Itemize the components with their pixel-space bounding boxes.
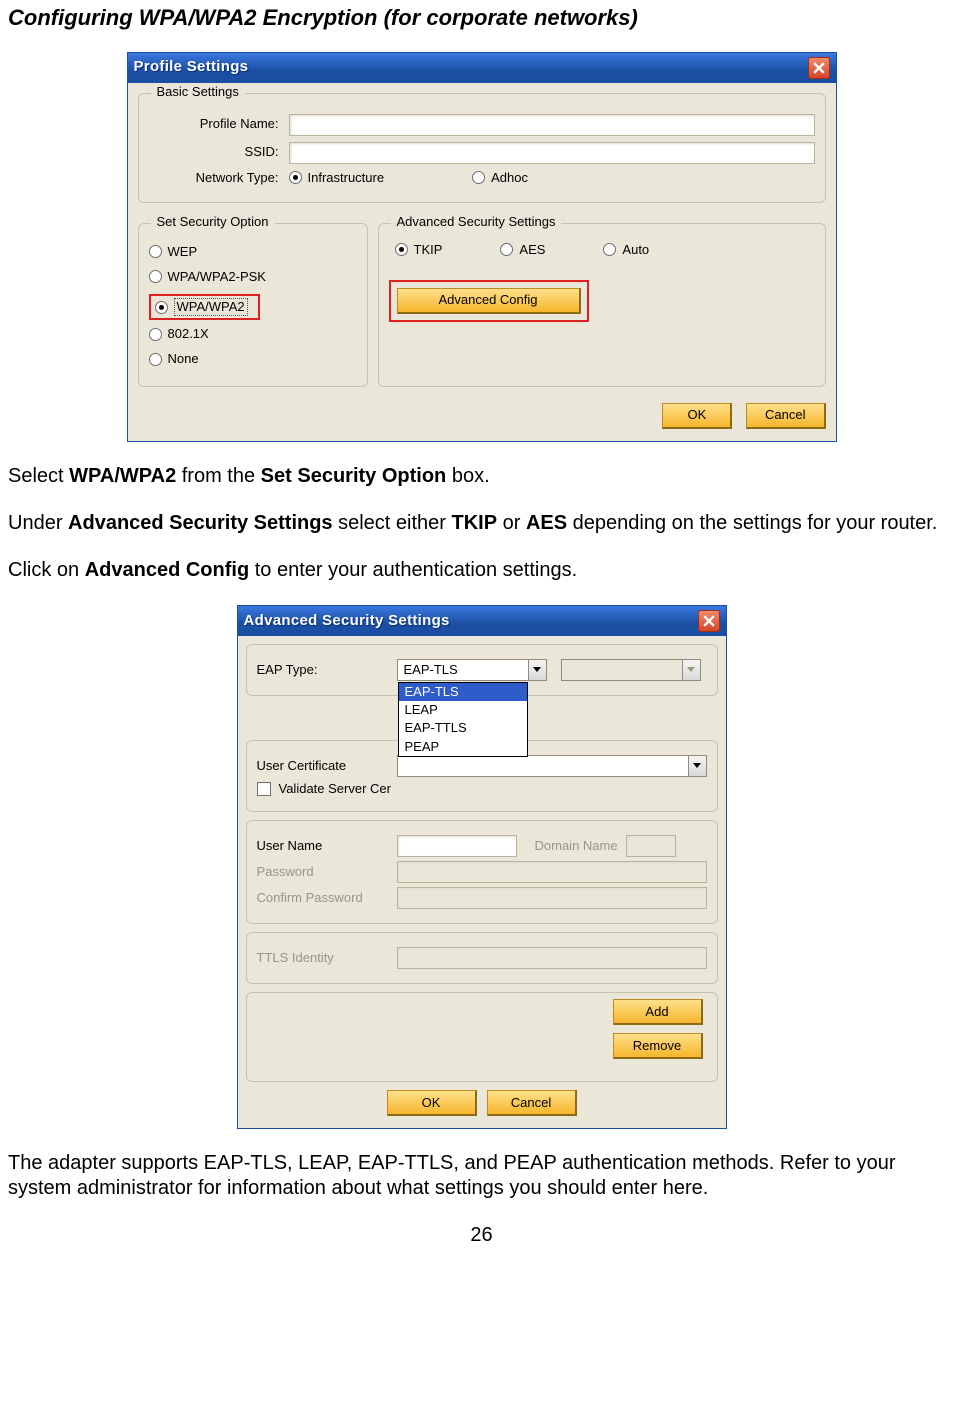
eap-type-label: EAP Type: [257, 662, 397, 678]
profile-name-input[interactable] [289, 114, 815, 136]
ssid-label: SSID: [149, 144, 289, 160]
ok-button[interactable]: OK [387, 1090, 477, 1116]
radio-label: 802.1X [168, 326, 209, 342]
network-type-label: Network Type: [149, 170, 289, 186]
wpa-radio[interactable]: WPA/WPA2 [155, 298, 248, 316]
group-label: Advanced Security Settings [391, 214, 562, 230]
radio-label: Adhoc [491, 170, 528, 186]
radio-label: WEP [168, 244, 198, 260]
radio-label: None [168, 351, 199, 367]
dot1x-radio[interactable]: 802.1X [149, 326, 209, 342]
validate-server-checkbox[interactable] [257, 782, 271, 796]
radio-label: TKIP [414, 242, 443, 258]
radio-label: WPA/WPA2-PSK [168, 269, 266, 285]
tkip-radio[interactable]: TKIP [395, 242, 443, 258]
wep-radio[interactable]: WEP [149, 244, 198, 260]
confirm-password-label: Confirm Password [257, 890, 397, 906]
wpa-radio-highlight: WPA/WPA2 [149, 294, 260, 321]
security-option-group: Set Security Option WEP WPA/WPA2-PSK WPA… [138, 223, 368, 387]
cert-list-group: Add Remove [246, 992, 718, 1082]
password-input [397, 861, 707, 883]
validate-server-label: Validate Server Cer [279, 781, 391, 797]
advanced-security-group: Advanced Security Settings TKIP AES Auto… [378, 223, 826, 387]
dropdown-item[interactable]: PEAP [399, 738, 527, 756]
radio-label: Auto [622, 242, 649, 258]
window-title: Advanced Security Settings [244, 612, 698, 631]
remove-button[interactable]: Remove [613, 1033, 703, 1059]
eap-type-combo[interactable]: EAP-TLS EAP-TLS LEAP EAP-TTLS PEAP [397, 659, 547, 681]
chevron-down-icon[interactable] [528, 660, 546, 680]
cancel-button[interactable]: Cancel [746, 403, 825, 429]
tunnel-auth-combo [561, 659, 701, 681]
instruction-paragraph: Select WPA/WPA2 from the Set Security Op… [8, 464, 955, 489]
instruction-paragraph: Under Advanced Security Settings select … [8, 511, 955, 536]
wpa-psk-radio[interactable]: WPA/WPA2-PSK [149, 269, 266, 285]
titlebar: Profile Settings [128, 53, 836, 83]
titlebar: Advanced Security Settings [238, 606, 726, 636]
instruction-paragraph: The adapter supports EAP-TLS, LEAP, EAP-… [8, 1151, 955, 1201]
none-radio[interactable]: None [149, 351, 199, 367]
dialog-button-row: OK Cancel [238, 1090, 726, 1128]
basic-settings-group: Basic Settings Profile Name: SSID: Netwo… [138, 93, 826, 203]
user-cert-combo[interactable] [397, 755, 707, 777]
chevron-down-icon[interactable] [688, 756, 706, 776]
advanced-config-button[interactable]: Advanced Config [397, 288, 581, 314]
user-cert-label: User Certificate [257, 758, 397, 774]
adhoc-radio[interactable]: Adhoc [472, 170, 528, 186]
advanced-config-highlight: Advanced Config [389, 280, 589, 322]
auto-radio[interactable]: Auto [603, 242, 649, 258]
credentials-group: User Name Domain Name Password Confirm P… [246, 820, 718, 924]
dropdown-item[interactable]: EAP-TLS [399, 683, 527, 701]
domain-label: Domain Name [517, 838, 626, 854]
radio-label: WPA/WPA2 [174, 298, 248, 316]
dropdown-item[interactable]: LEAP [399, 701, 527, 719]
ttls-group: TTLS Identity [246, 932, 718, 984]
dropdown-item[interactable]: EAP-TTLS [399, 719, 527, 737]
username-label: User Name [257, 838, 397, 854]
close-icon[interactable] [808, 57, 830, 79]
profile-name-label: Profile Name: [149, 116, 289, 132]
ssid-input[interactable] [289, 142, 815, 164]
domain-input [626, 835, 676, 857]
eap-type-group: EAP Type: EAP-TLS EAP-TLS LEAP EAP-TTLS … [246, 644, 718, 696]
eap-type-dropdown: EAP-TLS LEAP EAP-TTLS PEAP [398, 682, 528, 757]
radio-label: AES [519, 242, 545, 258]
ttls-identity-label: TTLS Identity [257, 950, 397, 966]
username-input[interactable] [397, 835, 517, 857]
group-label: Set Security Option [151, 214, 275, 230]
ttls-identity-input [397, 947, 707, 969]
aes-radio[interactable]: AES [500, 242, 545, 258]
infrastructure-radio[interactable]: Infrastructure [289, 170, 385, 186]
instruction-paragraph: Click on Advanced Config to enter your a… [8, 558, 955, 583]
confirm-password-input [397, 887, 707, 909]
group-label: Basic Settings [151, 84, 245, 100]
window-title: Profile Settings [134, 58, 808, 77]
section-heading: Configuring WPA/WPA2 Encryption (for cor… [8, 4, 955, 32]
dialog-button-row: OK Cancel [128, 397, 836, 441]
ok-button[interactable]: OK [662, 403, 732, 429]
chevron-down-icon [682, 660, 700, 680]
page-number: 26 [8, 1223, 955, 1248]
advanced-security-window: Advanced Security Settings EAP Type: EAP… [237, 605, 727, 1129]
cancel-button[interactable]: Cancel [487, 1090, 577, 1116]
profile-settings-window: Profile Settings Basic Settings Profile … [127, 52, 837, 442]
radio-label: Infrastructure [308, 170, 385, 186]
add-button[interactable]: Add [613, 999, 703, 1025]
combo-value: EAP-TLS [398, 662, 528, 678]
password-label: Password [257, 864, 397, 880]
close-icon[interactable] [698, 610, 720, 632]
